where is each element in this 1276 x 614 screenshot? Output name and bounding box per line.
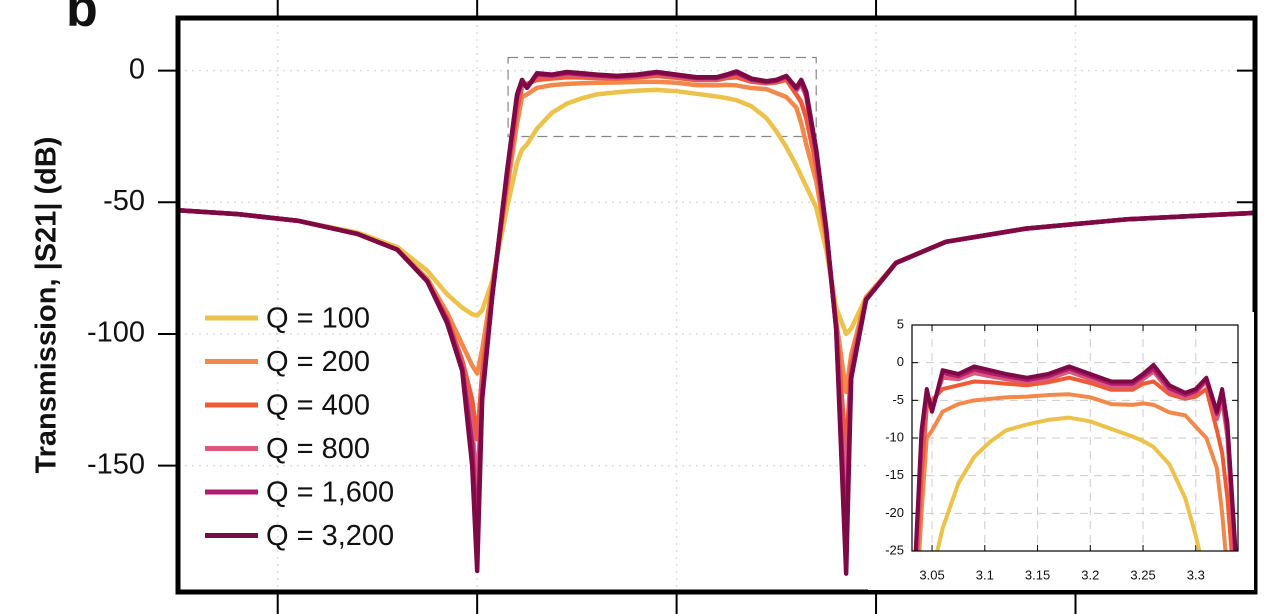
y-axis-label: Transmission, |S21| (dB): [31, 137, 63, 474]
y-tick-label: -25: [885, 542, 904, 557]
series-line: [178, 87, 1255, 337]
y-tick-label: -15: [885, 467, 904, 482]
series-group: [178, 69, 1255, 576]
series-line: [178, 69, 1255, 576]
y-tick-label: 5: [897, 316, 904, 331]
panel-label: b: [66, 0, 98, 38]
series-line: [914, 366, 1238, 551]
x-tick-label: 3.3: [1187, 567, 1205, 582]
plot-frame: [175, 15, 1258, 595]
y-tick-label: -20: [885, 505, 904, 520]
x-tick-label: 3.25: [1130, 567, 1155, 582]
x-tick-label: 3.1: [976, 567, 994, 582]
y-tick-label: -5: [892, 392, 904, 407]
x-tick-label: 3.2: [1081, 567, 1099, 582]
series-line: [913, 362, 1238, 551]
legend-label: Q = 100: [266, 303, 370, 335]
series-line: [935, 415, 1202, 551]
x-tick-label: 3.05: [919, 567, 944, 582]
legend-label: Q = 200: [266, 346, 370, 378]
y-tick-label: -50: [103, 185, 145, 217]
series-line: [914, 369, 1237, 551]
series-line: [915, 375, 1234, 551]
series-group: [913, 362, 1238, 551]
legend-label: Q = 800: [266, 433, 370, 465]
y-tick-label: -10: [885, 429, 904, 444]
y-tick-label: 0: [897, 354, 904, 369]
y-tick-label: -100: [87, 317, 145, 349]
legend-label: Q = 1,600: [266, 477, 394, 509]
y-tick-label: 0: [129, 53, 145, 85]
legend-label: Q = 3,200: [266, 520, 394, 552]
inset-frame: [911, 324, 1239, 552]
inset-plot: 3.05 3.1 3.15 3.2 3.25 3.3 5 0 -5 -10 -15 -20 -25: [868, 312, 1254, 590]
x-tick-label: 3.15: [1025, 567, 1050, 582]
y-tick-label: -150: [87, 448, 145, 480]
series-line: [917, 392, 1228, 551]
legend-label: Q = 400: [266, 390, 370, 422]
